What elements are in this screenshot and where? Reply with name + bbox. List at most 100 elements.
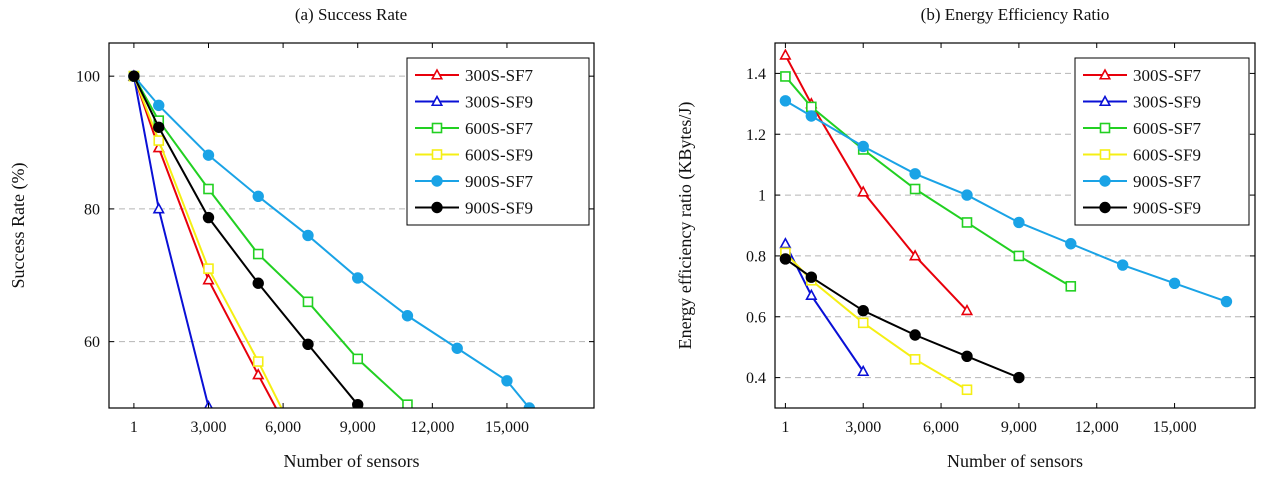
legend-label: 600S-SF7: [1133, 119, 1202, 138]
legend-marker: [1098, 68, 1112, 80]
data-point: [1013, 371, 1025, 384]
y-axis-label: Success Rate (%): [8, 163, 29, 289]
data-point: [203, 183, 214, 195]
x-tick-label: 6,000: [265, 419, 301, 436]
y-tick-label: 0.6: [746, 309, 766, 326]
data-point: [857, 185, 870, 197]
legend-label: 300S-SF9: [1133, 93, 1201, 112]
data-point: [202, 273, 215, 285]
data-point: [857, 140, 869, 153]
legend-item: 900S-SF7: [1083, 172, 1202, 191]
series-900s-sf7: [779, 95, 1233, 308]
series-line: [784, 258, 1020, 379]
x-tick-label: 3,000: [190, 419, 226, 436]
data-point: [806, 101, 817, 113]
legend-label: 600S-SF7: [465, 119, 534, 138]
x-tick-label: 6,000: [923, 419, 959, 436]
data-point: [202, 149, 215, 161]
data-point: [909, 168, 921, 180]
data-point: [252, 356, 264, 367]
data-point: [401, 310, 414, 322]
data-point: [779, 237, 792, 249]
data-point: [1065, 238, 1077, 250]
legend-marker: [431, 149, 443, 160]
legend-item: 600S-SF7: [1083, 119, 1202, 138]
legend-marker: [430, 68, 444, 80]
data-point: [153, 135, 165, 146]
y-tick-label: 1: [758, 188, 766, 205]
data-point: [153, 121, 165, 133]
legend-marker: [430, 94, 444, 107]
legend-label: 600S-SF9: [1133, 146, 1201, 165]
legend-label: 900S-SF9: [1133, 199, 1201, 218]
y-tick-label: 1.2: [746, 127, 766, 144]
legend-marker: [1099, 149, 1111, 160]
y-tick-label: 60: [84, 334, 100, 351]
data-point: [302, 338, 314, 350]
data-point: [1013, 250, 1025, 262]
legend-marker: [1099, 175, 1111, 187]
legend-label: 300S-SF7: [1133, 66, 1202, 85]
x-tick-label: 9,000: [340, 419, 376, 436]
legend-item: 300S-SF7: [415, 66, 534, 85]
legend-item: 300S-SF7: [1083, 66, 1202, 85]
data-point: [857, 317, 869, 329]
legend-box: [1074, 57, 1250, 226]
success-rate-chart: (a) Success Rate 1 3,000 6,000 9,000 12,000 15…: [8, 5, 595, 471]
data-point: [960, 303, 974, 316]
series-line: [784, 243, 865, 373]
series-600s-sf9: [780, 247, 973, 396]
data-point: [451, 342, 463, 354]
data-point: [501, 375, 513, 387]
series-line: [133, 75, 531, 408]
data-point: [857, 304, 869, 317]
y-tick-label: 80: [84, 201, 100, 218]
legend-item: 300S-SF9: [1083, 93, 1201, 112]
legend-label: 900S-SF9: [465, 199, 533, 218]
data-point: [352, 272, 364, 284]
data-point: [1116, 259, 1129, 271]
data-point: [1220, 295, 1233, 308]
data-point: [302, 296, 314, 308]
data-point: [252, 368, 265, 380]
data-point: [252, 248, 264, 260]
data-point: [805, 271, 818, 283]
data-point: [252, 277, 264, 289]
legend-item: 300S-SF9: [415, 93, 533, 112]
legend-marker: [431, 201, 443, 214]
series-900s-sf7: [128, 70, 536, 408]
x-tick-label: 1: [781, 419, 789, 436]
data-point: [1065, 281, 1077, 292]
legend-marker: [431, 175, 443, 187]
x-tick-label: 12,000: [410, 419, 454, 436]
legend-label: 900S-SF7: [465, 172, 534, 191]
legend-marker: [1098, 94, 1112, 107]
data-point: [909, 183, 921, 195]
series-600s-sf9: [128, 70, 283, 408]
legend-item: 600S-SF9: [1083, 146, 1201, 165]
x-tick-label: 15,000: [1153, 419, 1197, 436]
series-300s-sf9: [779, 237, 870, 377]
legend-marker: [431, 122, 443, 134]
data-point: [961, 384, 973, 396]
data-point: [1013, 216, 1025, 229]
data-point: [805, 110, 818, 122]
x-tick-label: 9,000: [1001, 419, 1037, 436]
legend-label: 900S-SF7: [1133, 172, 1202, 191]
x-axis-label: Number of sensors: [947, 451, 1083, 471]
x-tick-label: 3,000: [845, 419, 881, 436]
chart-title: (b) Energy Efficiency Ratio: [921, 5, 1110, 24]
legend-item: 600S-SF9: [415, 146, 533, 165]
legend-label: 300S-SF7: [465, 66, 534, 85]
legend-item: 900S-SF7: [415, 172, 534, 191]
legend: 300S-SF7 300S-SF9 600S-SF7 600S-SF9 900S-SF7…: [1074, 57, 1250, 226]
data-point: [779, 253, 792, 265]
legend-item: 600S-SF7: [415, 119, 534, 138]
data-point: [779, 48, 792, 60]
x-tick-label: 15,000: [485, 419, 529, 436]
data-point: [961, 350, 973, 362]
data-point: [1168, 277, 1181, 289]
data-point: [302, 229, 314, 242]
data-point: [961, 217, 973, 228]
